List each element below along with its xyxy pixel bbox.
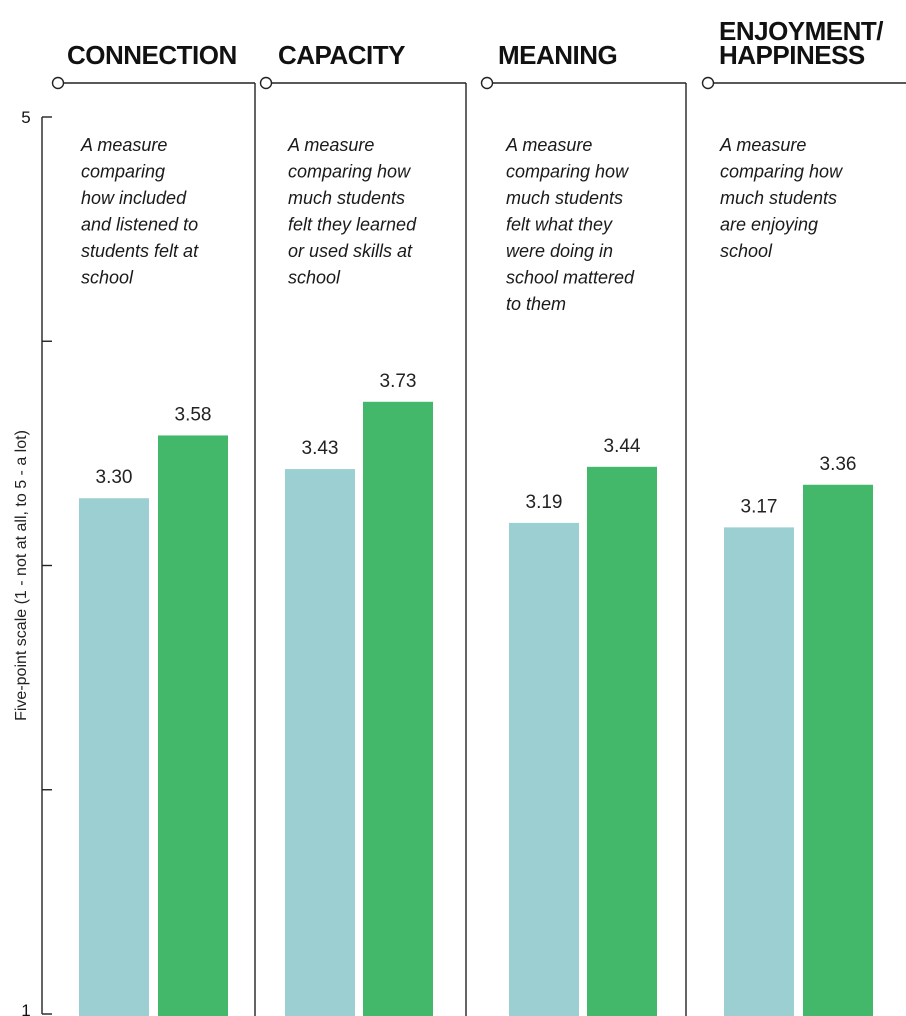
category-description-capacity: comparing how bbox=[288, 162, 411, 182]
category-description-meaning: much students bbox=[506, 188, 623, 208]
category-description-capacity: school bbox=[288, 268, 341, 288]
y-tick-label-top: 5 bbox=[21, 108, 30, 127]
category-description-capacity: A measure bbox=[287, 135, 374, 155]
category-description-enjoyment-happiness: much students bbox=[720, 188, 837, 208]
category-description-meaning: A measure bbox=[505, 135, 592, 155]
category-title-enjoyment-happiness: ENJOYMENT/ bbox=[719, 16, 883, 46]
bar-meaning-b bbox=[587, 466, 657, 1016]
category-description-capacity: felt they learned bbox=[288, 215, 417, 235]
category-description-enjoyment-happiness: are enjoying bbox=[720, 215, 818, 235]
bar-enjoyment-happiness-a bbox=[724, 527, 794, 1016]
panel-marker-meaning bbox=[480, 76, 494, 90]
category-description-capacity: or used skills at bbox=[288, 241, 413, 261]
data-label-capacity-b: 3.73 bbox=[380, 371, 417, 392]
category-description-enjoyment-happiness: comparing how bbox=[720, 162, 843, 182]
y-axis-label: Five-point scale (1 - not at all, to 5 -… bbox=[13, 430, 30, 721]
chart-text: CONNECTION A measure comparing how included… bbox=[67, 16, 884, 517]
category-description-meaning: comparing how bbox=[506, 162, 629, 182]
category-description-connection: how included bbox=[81, 188, 187, 208]
category-description-connection: students felt at bbox=[81, 241, 199, 261]
y-tick-label-bottom: 1 bbox=[21, 1001, 30, 1016]
data-label-meaning-a: 3.19 bbox=[526, 492, 563, 513]
data-label-connection-a: 3.30 bbox=[96, 467, 133, 488]
panel-marker-connection bbox=[51, 76, 65, 90]
y-axis: 5 1 Five-point scale (1 - not at all, to 5… bbox=[13, 108, 52, 1016]
category-description-meaning: were doing in bbox=[506, 241, 613, 261]
bar-capacity-b bbox=[363, 401, 433, 1016]
category-description-connection: school bbox=[81, 268, 134, 288]
category-description-meaning: felt what they bbox=[506, 215, 613, 235]
category-description-connection: A measure bbox=[80, 135, 167, 155]
category-description-connection: comparing bbox=[81, 162, 165, 182]
bar-connection-a bbox=[79, 498, 149, 1016]
category-title-capacity: CAPACITY bbox=[278, 40, 405, 70]
data-label-meaning-b: 3.44 bbox=[604, 436, 641, 457]
bar-connection-b bbox=[158, 435, 228, 1016]
category-frames bbox=[51, 76, 906, 1016]
data-label-enjoyment-happiness-b: 3.36 bbox=[820, 454, 857, 475]
category-title-meaning: MEANING bbox=[498, 40, 617, 70]
bar-capacity-a bbox=[285, 469, 355, 1016]
bars bbox=[79, 401, 873, 1016]
category-title-connection: CONNECTION bbox=[67, 40, 237, 70]
bar-enjoyment-happiness-b bbox=[803, 484, 873, 1016]
bar-meaning-a bbox=[509, 522, 579, 1016]
category-description-meaning: school mattered bbox=[506, 268, 635, 288]
category-description-meaning: to them bbox=[506, 294, 566, 314]
data-label-capacity-a: 3.43 bbox=[302, 438, 339, 459]
panel-marker-enjoyment-happiness bbox=[701, 76, 715, 90]
category-description-enjoyment-happiness: school bbox=[720, 241, 773, 261]
category-description-enjoyment-happiness: A measure bbox=[719, 135, 806, 155]
panel-marker-capacity bbox=[259, 76, 273, 90]
category-title-enjoyment-happiness: HAPPINESS bbox=[719, 40, 865, 70]
data-label-enjoyment-happiness-a: 3.17 bbox=[741, 496, 778, 517]
category-description-connection: and listened to bbox=[81, 215, 198, 235]
category-description-capacity: much students bbox=[288, 188, 405, 208]
data-label-connection-b: 3.58 bbox=[175, 404, 212, 425]
